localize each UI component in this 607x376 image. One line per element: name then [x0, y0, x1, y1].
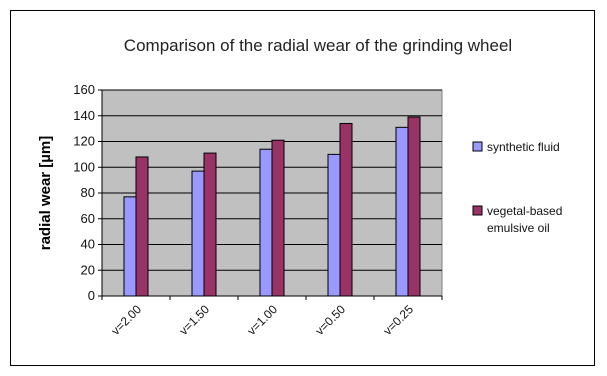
bar-vegetal-oil	[407, 116, 421, 297]
x-tick-label: v=1.50	[177, 302, 213, 338]
bar-synthetic-fluid	[191, 170, 205, 297]
bar-vegetal-oil	[339, 122, 353, 297]
bars	[123, 116, 421, 297]
x-tick-label: v=0.25	[381, 302, 417, 338]
y-tick-label: 0	[88, 288, 95, 303]
bar-vegetal-oil	[135, 156, 149, 297]
y-tick-label: 80	[81, 185, 95, 200]
y-tick-label: 160	[73, 82, 95, 97]
bar-vegetal-oil	[271, 139, 285, 297]
y-tick-label: 120	[73, 134, 95, 149]
x-axis-ticks: v=2.00 v=1.50 v=1.00 v=0.50 v=0.25	[101, 296, 443, 338]
legend: synthetic fluid vegetal-based emulsive oil	[472, 140, 562, 235]
bar-vegetal-oil	[203, 152, 217, 297]
x-tick-label: v=0.50	[313, 302, 349, 338]
legend-swatch	[472, 141, 483, 152]
x-tick-label: v=1.00	[245, 302, 281, 338]
legend-label: vegetal-based emulsive oil	[487, 204, 562, 235]
y-tick-label: 140	[73, 108, 95, 123]
y-axis-label: radial wear [µm]	[37, 136, 54, 251]
y-tick-label: 100	[73, 159, 95, 174]
bar-synthetic-fluid	[327, 153, 341, 297]
legend-swatch	[472, 205, 483, 216]
y-tick-label: 40	[81, 237, 95, 252]
legend-label: synthetic fluid	[487, 140, 560, 154]
bar-synthetic-fluid	[395, 126, 409, 297]
y-tick-label: 60	[81, 211, 95, 226]
x-tick-label: v=2.00	[109, 302, 145, 338]
y-tick-label: 20	[81, 262, 95, 277]
bar-synthetic-fluid	[259, 148, 273, 297]
bar-synthetic-fluid	[123, 196, 137, 297]
chart-title: Comparison of the radial wear of the gri…	[124, 36, 512, 55]
